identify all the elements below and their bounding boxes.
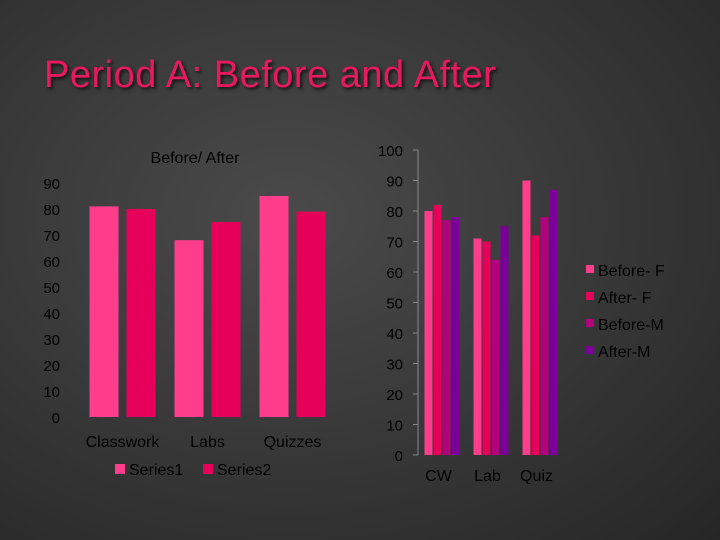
y-tick-label: 60	[386, 265, 403, 282]
chart-title: Before/ After	[151, 150, 241, 167]
bar	[549, 189, 558, 455]
x-tick-label: Lab	[474, 468, 501, 485]
x-tick-label: Classwork	[86, 434, 161, 451]
bar	[451, 217, 460, 455]
y-tick-label: 0	[52, 410, 60, 427]
y-tick-label: 40	[386, 326, 403, 343]
slide-title: Period A: Before and After	[44, 54, 497, 96]
legend-label: Before-M	[598, 317, 664, 334]
bar	[522, 180, 531, 455]
bar	[540, 217, 549, 455]
y-tick-label: 90	[43, 176, 60, 193]
x-tick-label: Quizzes	[264, 434, 322, 451]
bar	[482, 241, 491, 455]
legend-swatch	[115, 464, 125, 474]
y-tick-label: 20	[43, 358, 60, 375]
bar	[211, 222, 241, 417]
legend-label: After- F	[598, 290, 652, 307]
y-tick-label: 30	[386, 357, 403, 374]
y-tick-label: 70	[43, 228, 60, 245]
legend-label: After-M	[598, 344, 650, 361]
y-tick-label: 0	[395, 448, 403, 465]
x-tick-label: Labs	[190, 434, 225, 451]
bar	[424, 211, 433, 455]
y-tick-label: 100	[378, 143, 403, 160]
bar	[473, 238, 482, 455]
chart-before-after: Before/ After 0 10 20 30 40 50 60 70 80 90 Classwor…	[43, 150, 326, 479]
y-tick-label: 70	[386, 235, 403, 252]
bar	[491, 259, 500, 455]
legend-swatch	[586, 265, 594, 273]
bar	[89, 206, 119, 417]
legend-swatch	[586, 292, 594, 300]
y-tick-label: 50	[43, 280, 60, 297]
x-tick-label: Quiz	[520, 468, 553, 485]
y-tick-label: 20	[386, 387, 403, 404]
legend-label: Series2	[217, 462, 271, 479]
bar	[126, 209, 156, 417]
legend-swatch	[203, 464, 213, 474]
y-tick-label: 80	[43, 202, 60, 219]
y-tick-label: 40	[43, 306, 60, 323]
bar	[259, 196, 289, 417]
y-tick-label: 30	[43, 332, 60, 349]
y-tick-label: 60	[43, 254, 60, 271]
y-tick-label: 10	[386, 418, 403, 435]
bar	[531, 235, 540, 455]
bar	[500, 226, 509, 455]
legend-label: Before- F	[598, 263, 665, 280]
y-tick-label: 10	[43, 384, 60, 401]
y-tick-label: 90	[386, 174, 403, 191]
y-tick-label: 80	[386, 204, 403, 221]
bar	[442, 220, 451, 455]
legend-swatch	[586, 319, 594, 327]
bar	[296, 211, 326, 417]
x-tick-label: CW	[425, 468, 453, 485]
legend-label: Series1	[129, 462, 183, 479]
legend-swatch	[586, 346, 594, 354]
y-tick-label: 50	[386, 296, 403, 313]
bar	[433, 204, 442, 455]
bar	[174, 240, 204, 417]
